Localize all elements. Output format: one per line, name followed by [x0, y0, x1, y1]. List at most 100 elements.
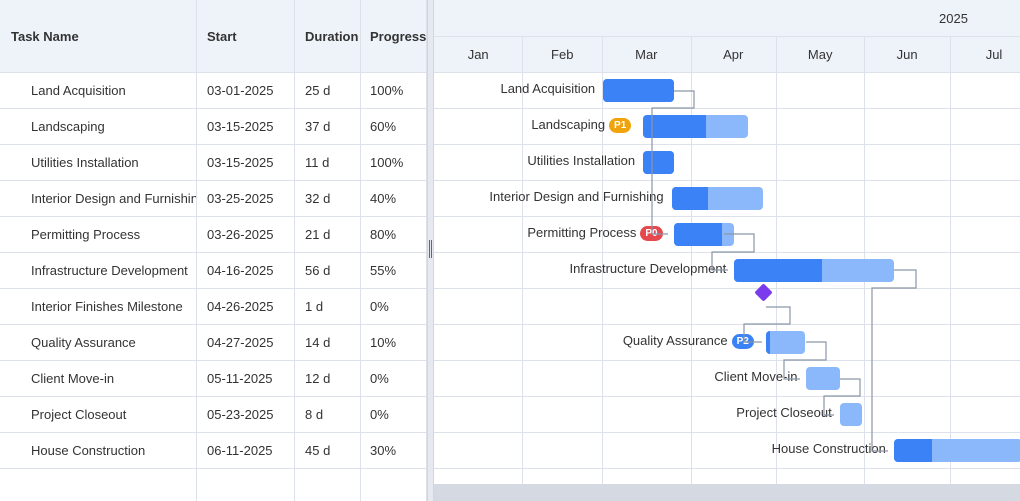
grid-header: [0, 0, 426, 72]
column-header[interactable]: Progress: [370, 28, 427, 44]
header-divider: [0, 72, 426, 73]
progress-bar: [893, 439, 933, 462]
grid-cell: 14 d: [305, 334, 331, 350]
row-divider: [434, 360, 1020, 361]
task-bar[interactable]: [643, 115, 749, 138]
task-bar[interactable]: [603, 79, 675, 102]
grid-cell: 40%: [370, 190, 397, 206]
grid-cell: Land Acquisition: [31, 82, 126, 98]
column-header[interactable]: Task Name: [11, 28, 79, 44]
month-divider: [690, 36, 692, 484]
task-bar[interactable]: [643, 151, 675, 174]
splitter[interactable]: [427, 0, 434, 501]
row-divider: [434, 468, 1020, 469]
row-divider: [0, 252, 426, 253]
grid-cell: 25 d: [305, 82, 331, 98]
grid-cell: Landscaping: [31, 118, 105, 134]
task-label: Landscaping: [531, 117, 606, 132]
task-bar[interactable]: [893, 439, 1020, 462]
column-header[interactable]: Start: [207, 28, 237, 44]
row-divider: [0, 216, 426, 217]
grid-cell: 0%: [370, 370, 389, 386]
grid-cell: 100%: [370, 82, 404, 98]
task-bar[interactable]: [839, 403, 863, 426]
grid-cell: 05-11-2025: [207, 370, 273, 386]
progress-bar: [603, 79, 675, 102]
grid-cell: Quality Assurance: [31, 334, 136, 350]
grid-cell: 03-15-2025: [207, 154, 274, 170]
scrollbar[interactable]: [434, 484, 1020, 501]
row-divider: [434, 432, 1020, 433]
row-divider: [0, 360, 426, 361]
month-label: Jan: [467, 46, 489, 62]
row-divider: [0, 468, 426, 469]
year-label: 2025: [939, 10, 968, 26]
month-divider: [522, 36, 524, 484]
task-label: Quality Assurance: [622, 333, 728, 348]
timeline: 2025 Jan Feb Mar Apr May Jun Jul Land Acquisitio…: [434, 0, 1020, 501]
column-header[interactable]: Duration: [305, 28, 359, 44]
grid-cell: 21 d: [305, 226, 331, 242]
row-divider: [434, 144, 1020, 145]
grid-cell: 03-15-2025: [207, 118, 274, 134]
grid-cell: House Construction: [31, 442, 146, 458]
progress-bar: [643, 115, 707, 138]
milestone[interactable]: [754, 283, 773, 302]
header-divider: [434, 36, 1020, 37]
progress-bar: [674, 223, 723, 246]
row-divider: [434, 324, 1020, 325]
grid-cell: 8 d: [305, 406, 324, 422]
grid-cell: 03-26-2025: [207, 226, 274, 242]
month-label: Apr: [723, 46, 744, 62]
task-label: Utilities Installation: [527, 153, 636, 168]
grid-cell: Client Move-in: [31, 370, 115, 386]
grid-cell: 10%: [370, 334, 397, 350]
row-divider: [434, 216, 1020, 217]
row-divider: [0, 396, 426, 397]
task-bar[interactable]: [671, 187, 763, 210]
grid-cell: 80%: [370, 226, 397, 242]
grid-cell: 0%: [370, 406, 389, 422]
header-divider: [434, 72, 1020, 73]
row-divider: [0, 432, 426, 433]
grid-cell: 55%: [370, 262, 397, 278]
task-label: House Construction: [771, 441, 886, 456]
column-divider: [196, 0, 197, 501]
grid-cell: 04-26-2025: [207, 298, 274, 314]
column-divider: [294, 0, 295, 501]
progress-bar: [734, 259, 823, 282]
grid-cell: 05-23-2025: [207, 406, 274, 422]
row-divider: [0, 324, 426, 325]
progress-bar: [765, 331, 770, 354]
grid-cell: Interior Finishes Milestone: [31, 298, 183, 314]
grid-cell: Interior Design and Furnishing: [31, 190, 196, 206]
grid-cell: Permitting Process: [31, 226, 141, 242]
grid-cell: 0%: [370, 298, 389, 314]
task-bar[interactable]: [805, 367, 840, 390]
row-divider: [0, 180, 426, 181]
task-grid: Task Name Start Duration Progress Land Acqui…: [0, 0, 427, 501]
row-divider: [0, 144, 426, 145]
grid-cell: 32 d: [305, 190, 331, 206]
row-divider: [0, 288, 426, 289]
grid-cell: 60%: [370, 118, 397, 134]
task-bar[interactable]: [734, 259, 894, 282]
splitter-grip[interactable]: [429, 240, 432, 258]
grid-cell: 06-11-2025: [207, 442, 273, 458]
column-divider: [360, 0, 361, 501]
grid-cell: Infrastructure Development: [31, 262, 188, 278]
month-label: Mar: [635, 46, 658, 62]
row-divider: [434, 108, 1020, 109]
task-bar[interactable]: [674, 223, 735, 246]
row-divider: [434, 396, 1020, 397]
row-divider: [0, 108, 426, 109]
grid-cell: 37 d: [305, 118, 331, 134]
progress-bar: [643, 151, 675, 174]
grid-cell: 45 d: [305, 442, 331, 458]
task-bar[interactable]: [765, 331, 806, 354]
grid-cell: 100%: [370, 154, 404, 170]
month-label: Feb: [551, 46, 574, 62]
month-label: Jul: [985, 46, 1003, 62]
task-label: Land Acquisition: [500, 81, 596, 96]
